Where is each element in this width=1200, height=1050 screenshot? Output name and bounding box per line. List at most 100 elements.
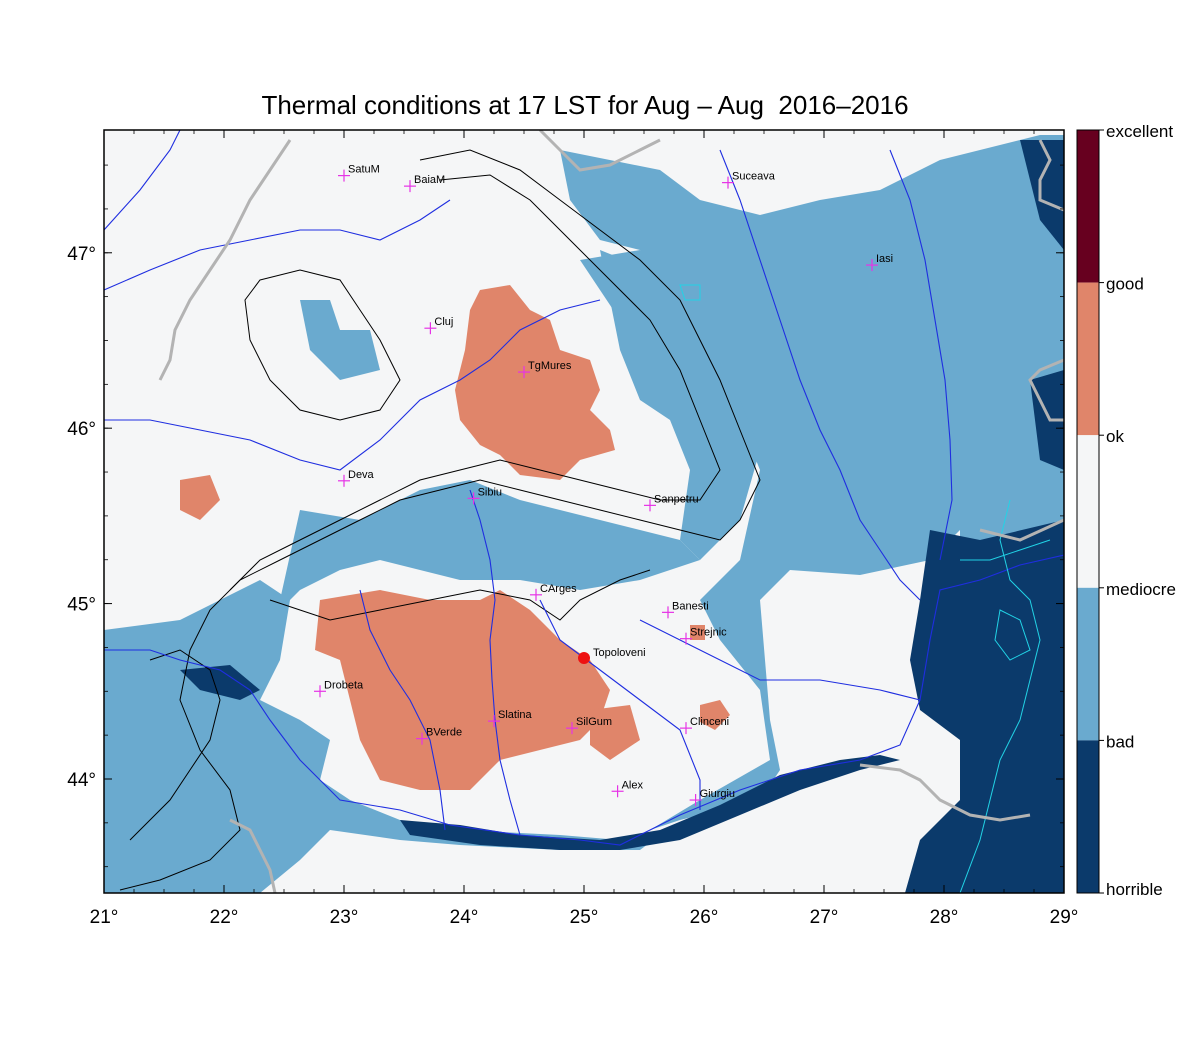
river-prut — [889, 149, 953, 561]
station-label: CArges — [540, 583, 577, 595]
y-tick-label: 47° — [67, 244, 96, 265]
x-tick-label: 25° — [570, 907, 599, 928]
station-banesti: Banesti — [662, 600, 709, 619]
station-label: SatuM — [348, 164, 380, 176]
station-label: Drobeta — [324, 679, 364, 691]
station-label: BVerde — [426, 727, 462, 739]
station-label: Alex — [622, 779, 644, 791]
zone-transylvania — [455, 285, 615, 480]
station-satum: SatuM — [338, 164, 380, 182]
lake-razim — [994, 609, 1031, 661]
station-bverde: BVerde — [416, 727, 462, 745]
river-jiu — [359, 589, 446, 831]
zone-oltenia — [315, 590, 610, 790]
contour-apuseni — [244, 269, 401, 421]
x-tick-label: 26° — [690, 907, 719, 928]
elevation-contours — [119, 149, 761, 891]
legend-label-excellent: excellent — [1106, 122, 1173, 141]
map-title: Thermal conditions at 17 LST for Aug – A… — [261, 90, 909, 120]
border-ne-moldova — [979, 518, 1064, 542]
station-topoloveni: Topoloveni — [578, 647, 646, 664]
mediocre-zones — [104, 135, 1064, 893]
station-label: Suceava — [732, 171, 776, 183]
legend-label-bad: bad — [1106, 732, 1134, 751]
x-tick-label: 24° — [450, 907, 479, 928]
border-south — [859, 763, 1031, 822]
legend-swatch-ok — [1077, 435, 1099, 588]
border-west — [158, 139, 292, 381]
river-danube — [104, 554, 1064, 846]
station-sibiu: Sibiu — [467, 486, 502, 505]
legend-swatch-mediocre — [1077, 587, 1099, 741]
station-label: TgMures — [528, 360, 572, 372]
zone-east-moldova — [560, 135, 1064, 830]
river-ialomita — [639, 619, 921, 701]
y-tick-labels: 44° 45° 46° 47° — [67, 244, 96, 791]
rivers — [104, 130, 1064, 846]
x-tick-label: 23° — [330, 907, 359, 928]
contour-carpathian-outer — [119, 149, 761, 891]
contour-banat — [129, 649, 221, 841]
zone-silgum-patch — [590, 705, 640, 760]
legend-label-mediocre: mediocre — [1106, 580, 1176, 599]
lake-north — [679, 284, 701, 301]
zone-iron-gates — [180, 665, 260, 700]
y-tick-label: 45° — [67, 595, 96, 616]
station-label: SilGum — [576, 716, 612, 728]
lakes — [679, 284, 1051, 893]
border-east — [1028, 358, 1064, 422]
legend-swatch-bad — [1077, 740, 1099, 893]
station-label: Clinceni — [690, 716, 729, 728]
danube-delta-coast — [959, 499, 1041, 893]
national-borders — [158, 130, 1064, 893]
delta-inner — [960, 539, 1051, 561]
station-clinceni: Clinceni — [680, 716, 729, 735]
contour-south — [269, 569, 651, 621]
station-strejnic: Strejnic — [680, 627, 727, 645]
y-tick-label: 44° — [67, 770, 96, 791]
river-mures — [104, 299, 601, 471]
x-tick-label: 28° — [930, 907, 959, 928]
legend-label-horrible: horrible — [1106, 880, 1163, 899]
zone-dobrogea — [905, 520, 1064, 893]
station-cluj: Cluj — [424, 316, 453, 335]
station-label: BaiaM — [414, 174, 445, 186]
good-zones — [180, 285, 730, 790]
contour-carpathian-inner — [229, 174, 721, 591]
station-label: Banesti — [672, 600, 709, 612]
station-carges: CArges — [530, 583, 577, 601]
border-sw — [229, 818, 277, 893]
zone-small-east — [840, 380, 880, 420]
station-giurgiu: Giurgiu — [689, 788, 735, 807]
x-tick-labels: 21° 22° 23° 24° 25° 26° 27° 28° 29° — [90, 907, 1079, 928]
station-baiam: BaiaM — [404, 174, 445, 193]
x-tick-label: 27° — [810, 907, 839, 928]
station-label: Cluj — [434, 316, 453, 328]
y-tick-label: 46° — [67, 419, 96, 440]
axis-ticks — [103, 130, 1065, 893]
legend: excellent good ok mediocre bad horrible — [1076, 122, 1176, 899]
river-olt — [469, 489, 521, 836]
station-label: Sibiu — [478, 486, 502, 498]
x-tick-label: 22° — [210, 907, 239, 928]
station-sanpetru: Sanpetru — [644, 493, 699, 512]
zone-northeast-corner — [1020, 140, 1064, 250]
zone-southern-carpathians — [250, 480, 700, 650]
river-north-west — [104, 130, 181, 231]
stations: SatuM BaiaM Suceava Iasi Cluj TgMures Deva Sibi… — [314, 164, 893, 807]
river-siret — [719, 149, 921, 601]
zone-north-patch — [580, 250, 700, 340]
legend-swatch-excellent — [1077, 130, 1099, 283]
x-tick-label: 29° — [1050, 907, 1079, 928]
station-suceava: Suceava — [722, 171, 776, 189]
zone-west-banat — [104, 580, 660, 893]
station-label: Slatina — [498, 709, 533, 721]
legend-swatch-good — [1077, 282, 1099, 436]
station-label: Sanpetru — [654, 493, 699, 505]
border-north — [538, 130, 661, 172]
zone-west-patch — [180, 475, 220, 520]
river-arges — [539, 599, 701, 810]
zone-apuseni — [300, 300, 380, 380]
highlight-marker — [578, 651, 590, 664]
